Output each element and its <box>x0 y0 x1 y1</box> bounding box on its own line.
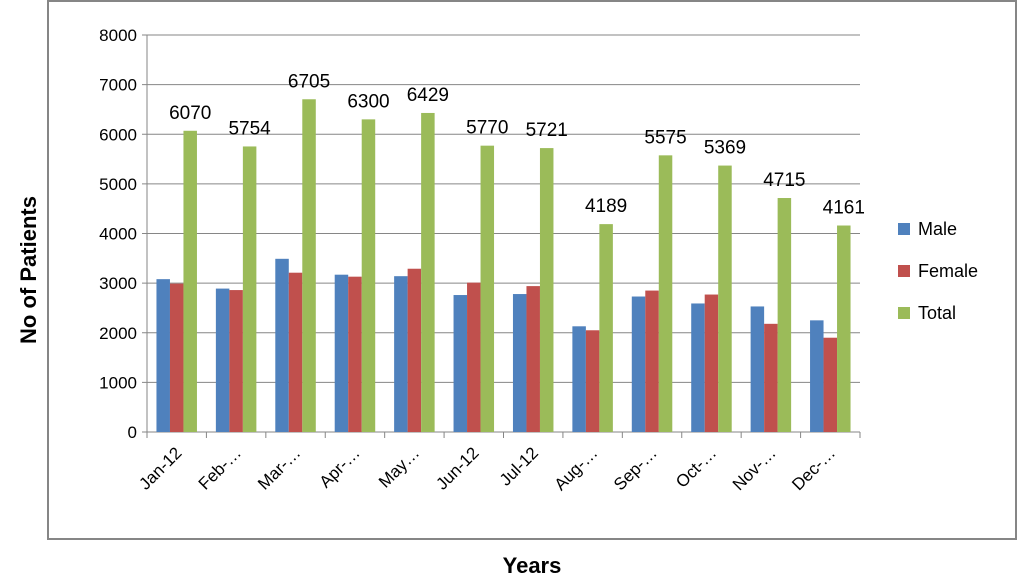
legend-label-female: Female <box>918 261 978 281</box>
bar-male <box>334 274 349 432</box>
bar-female <box>169 283 184 432</box>
bar-total <box>718 165 732 433</box>
y-tick-label: 7000 <box>99 76 137 95</box>
x-tick-label: May… <box>375 443 423 491</box>
bar-female <box>823 337 838 432</box>
data-label: 5575 <box>644 127 686 148</box>
bar-female <box>704 294 719 432</box>
bar-total <box>539 148 554 432</box>
bar-male <box>156 279 170 432</box>
bar-total <box>658 155 673 432</box>
y-tick-label: 6000 <box>99 125 137 144</box>
x-tick-label: Oct-… <box>672 443 720 491</box>
bar-total <box>361 119 376 433</box>
y-tick-label: 3000 <box>99 274 137 293</box>
bar-male <box>215 288 230 432</box>
data-label: 4715 <box>763 170 805 191</box>
x-tick-label: Mar-… <box>254 443 304 493</box>
x-tick-label: Apr-… <box>316 443 364 491</box>
data-label: 6705 <box>288 71 330 92</box>
x-tick-label: Jun-12 <box>432 443 482 493</box>
bar-male <box>453 295 468 432</box>
y-tick-label: 5000 <box>99 175 137 194</box>
bar-male <box>275 258 289 432</box>
y-tick-label: 4000 <box>99 225 137 244</box>
bar-total <box>183 130 197 432</box>
x-tick-label: Feb-… <box>195 443 245 493</box>
chart-frame <box>47 0 1017 540</box>
y-tick-label: 1000 <box>99 373 137 392</box>
data-label: 6070 <box>169 103 211 124</box>
data-label: 6300 <box>347 91 389 112</box>
bar-male <box>512 294 527 432</box>
data-label: 6429 <box>407 85 449 106</box>
bar-female <box>467 282 481 432</box>
bar-total <box>837 225 851 432</box>
legend-swatch-total <box>898 307 910 319</box>
x-tick-label: Dec-… <box>788 443 839 494</box>
x-tick-label: Jul-12 <box>496 443 542 489</box>
data-label: 5369 <box>704 138 746 159</box>
data-label: 5721 <box>526 120 568 141</box>
bar-male <box>691 303 705 432</box>
bar-male <box>810 320 824 432</box>
data-label: 5770 <box>466 118 508 139</box>
bar-total <box>302 99 316 432</box>
y-tick-label: 0 <box>128 423 137 442</box>
x-tick-label: Aug-… <box>551 443 602 494</box>
legend-swatch-female <box>898 265 910 277</box>
legend-label-total: Total <box>918 303 956 323</box>
bar-female <box>407 268 422 432</box>
data-label: 4161 <box>823 198 865 219</box>
bar-total <box>480 145 495 432</box>
bar-male <box>572 326 586 432</box>
bar-female <box>526 286 540 432</box>
bar-male <box>631 296 646 432</box>
bar-female <box>229 290 243 432</box>
bar-female <box>645 290 659 432</box>
bar-female <box>348 276 362 432</box>
bar-female <box>764 323 778 432</box>
bar-total <box>777 198 792 432</box>
bar-total <box>599 224 613 432</box>
bar-female <box>288 272 303 432</box>
legend-label-male: Male <box>918 219 957 239</box>
bar-female <box>585 330 600 432</box>
data-label: 5754 <box>228 118 271 139</box>
legend-swatch-male <box>898 223 910 235</box>
bar-total <box>421 112 435 432</box>
x-tick-label: Sep-… <box>610 443 661 494</box>
x-tick-label: Nov-… <box>729 443 780 494</box>
bar-male <box>750 306 765 432</box>
x-axis-title: Years <box>502 553 562 578</box>
y-axis-title-text: No of Patients <box>16 196 41 344</box>
y-tick-label: 2000 <box>99 324 137 343</box>
y-tick-label: 8000 <box>99 26 137 45</box>
data-label: 4189 <box>585 196 627 217</box>
x-tick-label: Jan-12 <box>135 443 185 493</box>
bar-chart: 0 1000 2000 3000 4000 5000 6000 7000 8000 6070 Jan… <box>99 26 978 494</box>
bar-male <box>394 276 408 432</box>
y-axis-title: No of Patients <box>16 196 41 344</box>
bar-total <box>242 146 257 432</box>
